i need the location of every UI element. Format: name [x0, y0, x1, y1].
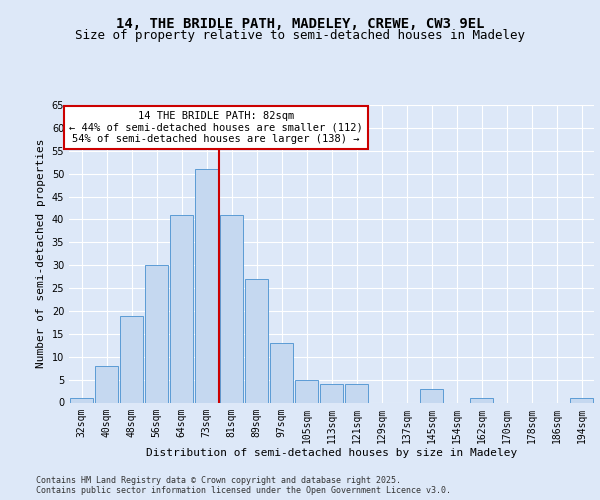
Bar	[570, 398, 593, 402]
Bar	[70, 398, 93, 402]
Bar	[145, 265, 168, 402]
Y-axis label: Number of semi-detached properties: Number of semi-detached properties	[36, 139, 46, 368]
Text: Contains HM Land Registry data © Crown copyright and database right 2025.
Contai: Contains HM Land Registry data © Crown c…	[36, 476, 451, 495]
Bar	[220, 215, 243, 402]
Bar	[120, 316, 143, 402]
Bar	[195, 169, 218, 402]
Bar	[270, 343, 293, 402]
Text: Size of property relative to semi-detached houses in Madeley: Size of property relative to semi-detach…	[75, 29, 525, 42]
Bar	[420, 389, 443, 402]
Bar	[170, 215, 193, 402]
Bar	[345, 384, 368, 402]
Text: 14 THE BRIDLE PATH: 82sqm
← 44% of semi-detached houses are smaller (112)
54% of: 14 THE BRIDLE PATH: 82sqm ← 44% of semi-…	[69, 111, 363, 144]
Bar	[470, 398, 493, 402]
Bar	[95, 366, 118, 403]
Text: 14, THE BRIDLE PATH, MADELEY, CREWE, CW3 9EL: 14, THE BRIDLE PATH, MADELEY, CREWE, CW3…	[116, 18, 484, 32]
Bar	[295, 380, 318, 402]
Bar	[245, 279, 268, 402]
X-axis label: Distribution of semi-detached houses by size in Madeley: Distribution of semi-detached houses by …	[146, 448, 517, 458]
Bar	[320, 384, 343, 402]
